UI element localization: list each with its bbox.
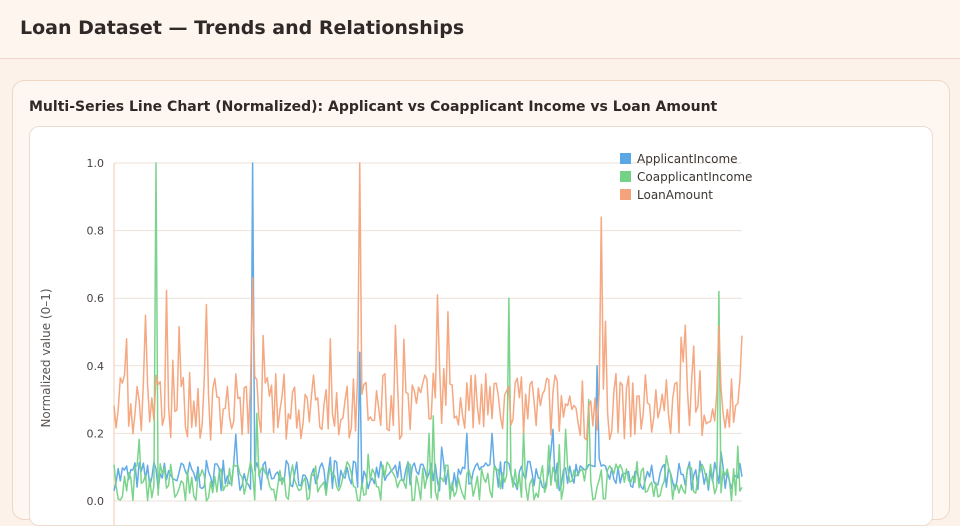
chart-card-title: Multi-Series Line Chart (Normalized): Ap… xyxy=(29,99,718,115)
legend-label: LoanAmount xyxy=(637,188,713,202)
legend-swatch xyxy=(620,171,631,182)
y-tick-label: 0.0 xyxy=(87,495,105,508)
y-tick-label: 0.2 xyxy=(87,427,105,440)
legend-swatch xyxy=(620,189,631,200)
y-tick-label: 0.8 xyxy=(87,225,105,238)
chart-frame: 0.0 0.2 0.4 0.6 0.8 1.0 Normalized value (0–1)… xyxy=(29,126,933,526)
y-axis-title: Normalized value (0–1) xyxy=(39,288,53,427)
series-line-loanamount xyxy=(113,162,743,441)
page-title: Loan Dataset — Trends and Relationships xyxy=(20,17,465,39)
legend-swatch xyxy=(620,153,631,164)
legend-label: CoapplicantIncome xyxy=(637,170,752,184)
chart-card: Multi-Series Line Chart (Normalized): Ap… xyxy=(12,80,950,526)
y-tick-label: 0.6 xyxy=(87,292,105,305)
line-chart: 0.0 0.2 0.4 0.6 0.8 1.0 Normalized value (0–1)… xyxy=(39,152,752,525)
series-line-coapplicantincome xyxy=(113,162,743,502)
legend-label: ApplicantIncome xyxy=(637,152,738,166)
y-tick-label: 1.0 xyxy=(87,157,105,170)
app-header: Loan Dataset — Trends and Relationships xyxy=(0,0,960,59)
y-tick-label: 0.4 xyxy=(87,360,105,373)
